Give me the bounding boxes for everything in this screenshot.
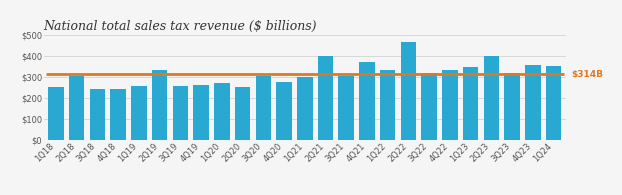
- Bar: [276, 82, 292, 140]
- Bar: [297, 77, 313, 140]
- Bar: [422, 73, 437, 140]
- Bar: [318, 56, 333, 140]
- Bar: [235, 87, 251, 140]
- Bar: [546, 66, 561, 140]
- Bar: [69, 76, 85, 140]
- Text: National total sales tax revenue ($ billions): National total sales tax revenue ($ bill…: [44, 20, 317, 33]
- Bar: [338, 76, 354, 140]
- Bar: [111, 89, 126, 140]
- Bar: [152, 70, 167, 140]
- Bar: [442, 70, 458, 140]
- Bar: [463, 67, 478, 140]
- Bar: [173, 86, 188, 140]
- Bar: [49, 87, 64, 140]
- Text: $314B: $314B: [572, 70, 603, 79]
- Bar: [525, 65, 541, 140]
- Bar: [131, 86, 147, 140]
- Bar: [484, 56, 499, 140]
- Bar: [193, 85, 209, 140]
- Bar: [401, 43, 416, 140]
- Bar: [256, 76, 271, 140]
- Bar: [380, 70, 396, 140]
- Bar: [90, 89, 105, 140]
- Bar: [504, 73, 520, 140]
- Bar: [360, 62, 375, 140]
- Bar: [214, 83, 230, 140]
